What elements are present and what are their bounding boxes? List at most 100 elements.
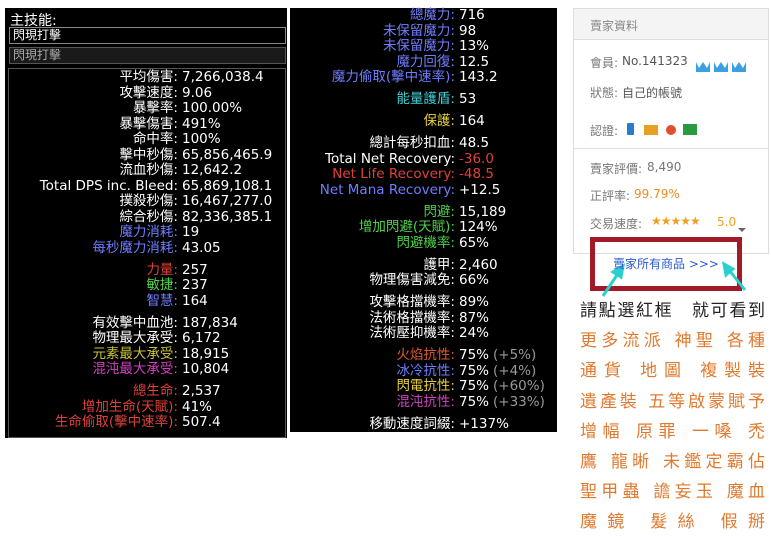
stat-row: 智慧: 164 — [5, 292, 338, 310]
separator — [574, 148, 768, 149]
stat-label: 能量護盾: — [396, 91, 455, 107]
skill-bar: 閃現打擊 — [9, 47, 286, 64]
stat-row: 未保留魔力: 13% — [290, 38, 615, 55]
stat-value: 89% — [459, 294, 490, 310]
stat-value: 65,856,465.9 — [182, 146, 273, 163]
stat-label: 暴擊率: — [132, 100, 178, 116]
stat-value: 237 — [182, 277, 208, 293]
stat-label: 未保留魔力: — [382, 38, 455, 54]
stat-label: 閃電抗性: — [396, 378, 455, 394]
stat-label: 敏捷: — [146, 277, 178, 293]
stats-frame — [8, 68, 286, 438]
stat-value: 48.5 — [459, 135, 490, 151]
stat-value: 12,642.2 — [182, 162, 243, 178]
stat-row: 法術壓抑機率: 24% — [290, 325, 615, 342]
stat-value: 75% — [459, 378, 490, 394]
stat-label: 物理傷害減免: — [369, 272, 455, 288]
skill-select: 閃現打擊 — [9, 27, 286, 44]
stat-label: 元素最大承受: — [92, 345, 178, 362]
stat-row: 魔力消耗: 19 — [5, 224, 338, 241]
note-line: 遺產裝 五等啟蒙賦予 — [580, 391, 765, 412]
crown-icons — [696, 62, 746, 72]
speed: 5.0 — [717, 215, 737, 229]
stat-label: 護甲: — [423, 256, 455, 273]
stat-row: 綜合秒傷: 82,336,385.1 — [5, 208, 338, 226]
stat-label: 攻擊格擋機率: — [369, 294, 455, 310]
stat-label: 法術壓抑機率: — [369, 325, 455, 341]
stat-row: 暴擊傷害: 491% — [5, 116, 338, 133]
stat-label: 混沌抗性: — [396, 393, 455, 410]
rating: 8,490 — [647, 160, 682, 174]
stat-label: Net Life Recovery: — [332, 166, 455, 182]
stat-label: Total Net Recovery: — [325, 150, 455, 167]
left-panel — [5, 8, 287, 438]
stat-row: 元素最大承受: 18,915 — [5, 345, 338, 363]
stat-row: 擊中秒傷: 65,856,465.9 — [5, 146, 338, 164]
stat-label: 有效擊中血池: — [92, 314, 178, 331]
dropdown-arrow — [738, 228, 746, 232]
stat-value: 2,537 — [182, 383, 221, 399]
stat-value: 65,869,108.1 — [182, 177, 273, 194]
stat-row: 能量護盾: 53 — [290, 91, 615, 108]
stat-label: 總計每秒扣血: — [369, 135, 455, 151]
stat-label: 每秒魔力消耗: — [92, 239, 178, 256]
stat-row: 力量: 257 — [5, 262, 338, 279]
stat-label: 命中率: — [132, 131, 178, 147]
positive: 99.79% — [634, 187, 680, 201]
stat-label: 移動速度詞綴: — [369, 415, 455, 432]
stat-row: 增加閃避(天賦): 124% — [290, 219, 615, 236]
stat-row: 法術格擋機率: 87% — [290, 309, 615, 327]
stat-row: 護甲: 2,460 — [290, 256, 615, 274]
stat-label: Net Mana Recovery: — [319, 181, 455, 198]
skill-header: 主技能: — [10, 13, 57, 29]
stat-extra: (+60%) — [493, 378, 545, 394]
stat-label: 攻擊速度: — [119, 84, 178, 101]
stat-label: 綜合秒傷: — [119, 208, 178, 225]
stat-label: 物理最大承受: — [92, 330, 178, 346]
stat-row: 每秒魔力消耗: 43.05 — [5, 239, 338, 257]
stat-value: 16,467,277.0 — [182, 193, 273, 209]
stat-value: -36.0 — [459, 150, 494, 167]
stat-label: 智慧: — [146, 292, 178, 309]
right-panel — [290, 8, 557, 432]
stat-label: 法術格擋機率: — [369, 309, 455, 326]
stat-label: 增加閃避(天賦): — [358, 219, 455, 235]
stat-value: 6,172 — [182, 330, 221, 346]
stat-row: 魔力回復: 12.5 — [290, 53, 615, 71]
red-frame — [590, 237, 742, 291]
stat-row: 生命偷取(擊中速率): 507.4 — [5, 414, 338, 431]
note-line: 魔鏡 髮絲 假掰 — [580, 512, 765, 533]
seller-link[interactable]: 賣家所有商品 >>> — [613, 257, 719, 271]
stat-value: 98 — [459, 22, 477, 39]
stat-value: 507.4 — [182, 414, 221, 430]
stat-label: 魔力消耗: — [119, 224, 178, 240]
stat-label: 未保留魔力: — [382, 22, 455, 39]
stat-row: 閃避機率: 65% — [290, 235, 615, 252]
stat-row: 未保留魔力: 98 — [290, 22, 615, 40]
stat-value: 9.06 — [182, 84, 213, 101]
status: 自己的帳號 — [622, 86, 683, 100]
note-line: 通貨 地圖 複製裝 — [580, 361, 765, 382]
stat-label: 生命偷取(擊中速率): — [54, 414, 178, 430]
stat-row: 閃避: 15,189 — [290, 203, 615, 221]
stat-row: 閃電抗性: 75% (+60%) — [290, 378, 615, 395]
stat-value: 13% — [459, 38, 490, 54]
stat-label: 總生命: — [132, 383, 178, 399]
stat-row: Total DPS inc. Bleed: 65,869,108.1 — [5, 177, 338, 195]
stat-row: 敏捷: 237 — [5, 277, 338, 294]
stat-label: 混沌最大承受: — [92, 361, 178, 377]
stat-label: 閃避: — [423, 203, 455, 220]
stat-row: 命中率: 100% — [5, 131, 338, 148]
stat-value: 12.5 — [459, 53, 490, 70]
stat-row: Net Life Recovery: -48.5 — [290, 166, 615, 183]
stat-value: 53 — [459, 91, 477, 107]
note-line: 鷹 龍晰 未鑑定霸佔 — [580, 452, 765, 472]
stat-row: Net Mana Recovery: +12.5 — [290, 181, 615, 199]
stat-label: 擊中秒傷: — [119, 146, 178, 163]
stat-value: 15,189 — [459, 203, 507, 220]
stat-row: 魔力偷取(擊中速率): 143.2 — [290, 69, 615, 86]
stat-label: 魔力偷取(擊中速率): — [331, 69, 455, 85]
stat-label: 魔力回復: — [396, 53, 455, 70]
stat-value: -48.5 — [459, 166, 494, 182]
